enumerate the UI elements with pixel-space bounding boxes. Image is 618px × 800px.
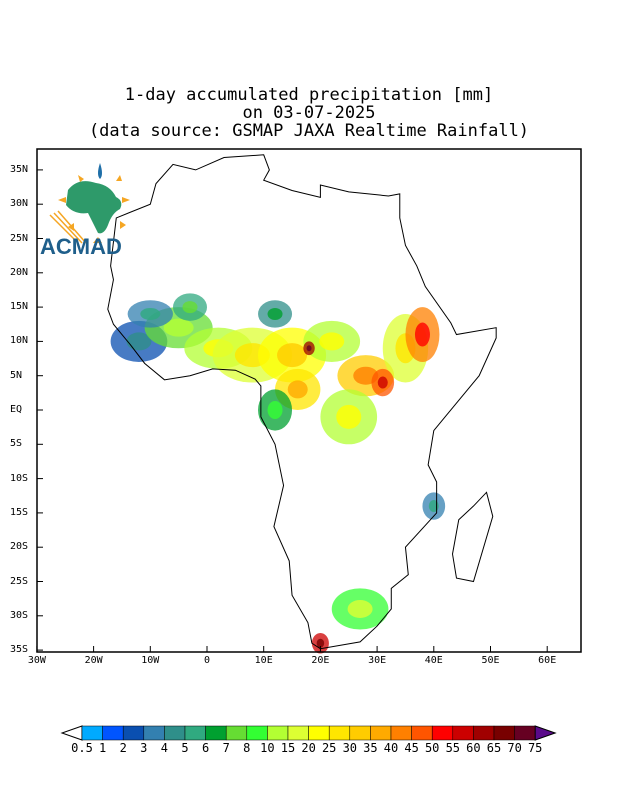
title-line-1: 1-day accumulated precipitation [mm] [124, 85, 494, 105]
colorbar-swatch [225, 725, 248, 741]
colorbar-under-arrow [60, 725, 83, 741]
rain-core [277, 343, 308, 368]
colorbar-swatch [184, 725, 206, 741]
colorbar-swatch [349, 725, 371, 741]
lon-label: 20E [311, 655, 330, 666]
lat-label: 5N [10, 369, 23, 381]
colorbar-swatch [81, 725, 103, 741]
lon-label: 50E [481, 655, 500, 666]
lon-label: 10W [141, 655, 160, 666]
lon-label: 10E [254, 655, 273, 666]
colorbar-swatch [308, 725, 330, 741]
rain-core [163, 318, 194, 337]
colorbar-label: 0.5 [71, 741, 93, 755]
lat-label: 35N [10, 163, 29, 175]
madagascar-coastline [452, 491, 494, 583]
colorbar-swatch [122, 725, 145, 741]
colorbar-swatch [493, 725, 515, 741]
colorbar-swatch [267, 725, 289, 741]
title-line-3: (data source: GSMAP JAXA Realtime Rainfa… [88, 121, 530, 141]
rain-core [377, 376, 388, 389]
colorbar-label: 2 [119, 741, 127, 755]
rain-core [140, 307, 161, 320]
colorbar-label: 7 [222, 741, 230, 755]
rain-core [316, 638, 325, 648]
lat-label: 20N [10, 266, 29, 278]
lon-label: 0 [203, 655, 211, 666]
lat-label: 20S [10, 541, 29, 553]
lat-label: 25S [10, 575, 29, 587]
rain-core [287, 380, 308, 399]
colorbar-swatch [246, 725, 268, 741]
colorbar-swatch [452, 725, 474, 741]
colorbar-label: 10 [260, 741, 275, 755]
colorbar-label: 5 [181, 741, 189, 755]
colorbar-swatch [514, 725, 536, 741]
colorbar-swatch [411, 725, 433, 741]
colorbar-label: 4 [160, 741, 168, 755]
rain-core [267, 307, 283, 320]
colorbar-swatch [143, 725, 165, 741]
colorbar-swatch [287, 725, 309, 741]
colorbar-label: 75 [527, 741, 543, 755]
lon-label: 30E [368, 655, 387, 666]
colorbar-label: 60 [466, 741, 481, 755]
lat-label: 5S [10, 438, 23, 450]
colorbar-label: 6 [201, 741, 210, 755]
colorbar-label: 35 [363, 741, 378, 755]
colorbar-swatch [370, 725, 392, 741]
colorbar-label: 50 [424, 741, 440, 755]
colorbar-swatch [102, 725, 124, 741]
title-line-2: on 03-07-2025 [242, 103, 376, 123]
colorbar-swatch [390, 725, 412, 741]
lat-label: 10S [10, 472, 29, 484]
colorbar-label: 30 [342, 741, 358, 755]
colorbar-label: 1 [98, 741, 107, 755]
colorbar-label: 25 [321, 741, 337, 755]
rain-core [414, 322, 430, 347]
acmad-logo [49, 163, 130, 244]
map-frame [36, 148, 582, 653]
colorbar-swatch [205, 725, 227, 741]
colorbar-label: 70 [507, 741, 522, 755]
logo-text: ACMAD [40, 234, 122, 259]
colorbar-over-arrow [534, 725, 557, 741]
rain-core [267, 401, 283, 419]
lon-label: 30W [27, 655, 46, 666]
rain-core [336, 404, 362, 429]
lon-label: 40E [424, 655, 443, 666]
lat-label: 25N [10, 232, 29, 244]
colorbar-swatch [431, 725, 454, 741]
rain-core [126, 332, 152, 351]
africa-coastline [107, 154, 497, 650]
colorbar-label: 8 [243, 741, 251, 755]
lat-label: EQ [10, 404, 23, 415]
rain-core [306, 345, 312, 352]
rain-core [347, 599, 373, 618]
lat-label: 15S [10, 506, 29, 518]
colorbar-label: 3 [140, 741, 148, 755]
colorbar-label: 65 [486, 741, 502, 755]
rain-core [182, 301, 198, 314]
lat-label: 30N [10, 198, 29, 210]
colorbar-swatch [164, 725, 186, 741]
colorbar-swatch [473, 725, 495, 741]
lat-label: 10N [10, 335, 29, 347]
lat-label: 15N [10, 301, 29, 313]
colorbar-label: 40 [383, 741, 399, 755]
colorbar-label: 45 [404, 741, 419, 755]
colorbar-swatch [328, 725, 351, 741]
colorbar-label: 15 [280, 741, 296, 755]
lat-label: 35S [10, 644, 29, 656]
lon-label: 20W [84, 655, 103, 666]
colorbar-label: 20 [301, 741, 316, 755]
lat-label: 30S [10, 609, 29, 621]
colorbar-label: 55 [445, 741, 461, 755]
rain-core [319, 332, 345, 351]
lon-label: 60E [538, 655, 557, 666]
